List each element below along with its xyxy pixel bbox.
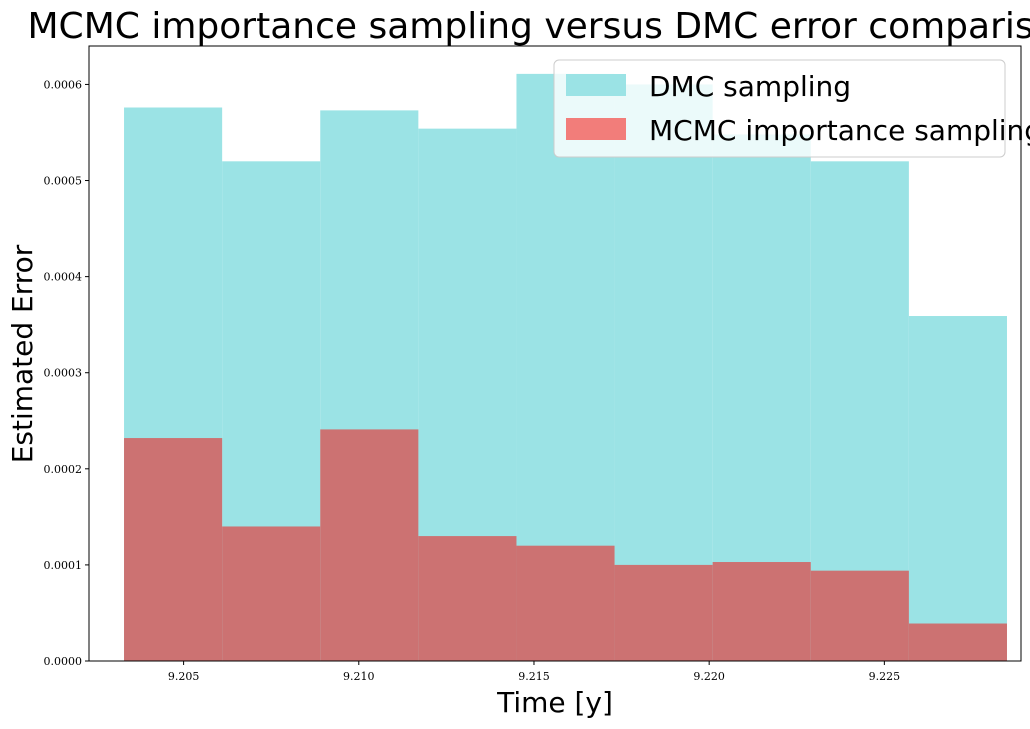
bar-mcmc-importance-sampling-6 [712, 562, 811, 661]
legend-frame [553, 59, 1006, 158]
bar-mcmc-importance-sampling-3 [418, 536, 517, 661]
y-tick-label-4: 0.0004 [44, 271, 83, 284]
bar-mcmc-importance-sampling-4 [516, 545, 615, 661]
y-tick-label-1: 0.0001 [44, 559, 83, 572]
bar-mcmc-importance-sampling-8 [908, 623, 1007, 661]
chart-title: MCMC importance sampling versus DMC erro… [28, 6, 1030, 47]
y-tick-label-5: 0.0005 [44, 175, 83, 188]
x-tick-label-4: 9.225 [869, 670, 901, 683]
x-tick-label-2: 9.215 [518, 670, 550, 683]
x-tick-label-0: 9.205 [168, 670, 200, 683]
legend-label-dmc-sampling: DMC sampling [649, 70, 851, 103]
x-tick-label-1: 9.210 [343, 670, 375, 683]
bar-mcmc-importance-sampling-1 [222, 526, 321, 661]
bar-mcmc-importance-sampling-7 [810, 570, 909, 661]
x-tick-label-3: 9.220 [693, 670, 725, 683]
legend: DMC sampling MCMC importance sampling [553, 59, 1030, 158]
x-axis-ticks: 9.205 9.210 9.215 9.220 9.225 [168, 661, 900, 683]
legend-swatch-mcmc-importance-sampling [566, 118, 626, 140]
y-axis-label: Estimated Error [6, 244, 39, 463]
y-tick-label-0: 0.0000 [44, 655, 83, 668]
y-axis-ticks: 0.0000 0.0001 0.0002 0.0003 0.0004 0.0005 0.00… [44, 78, 89, 668]
bar-mcmc-importance-sampling-2 [320, 429, 419, 661]
bar-dmc-sampling-8 [908, 316, 1007, 661]
bar-mcmc-importance-sampling-0 [124, 438, 223, 661]
plot-frame [88, 45, 1022, 662]
legend-label-mcmc-importance-sampling: MCMC importance sampling [649, 114, 1030, 147]
bar-mcmc-importance-sampling-5 [614, 564, 713, 661]
bar-dmc-sampling-5 [614, 84, 713, 661]
y-tick-label-6: 0.0006 [44, 78, 83, 91]
bars [124, 73, 1007, 662]
legend-swatch-dmc-sampling [566, 74, 626, 96]
x-axis-label: Time [y] [496, 686, 613, 719]
y-tick-label-2: 0.0002 [44, 463, 83, 476]
y-tick-label-3: 0.0003 [44, 367, 83, 380]
